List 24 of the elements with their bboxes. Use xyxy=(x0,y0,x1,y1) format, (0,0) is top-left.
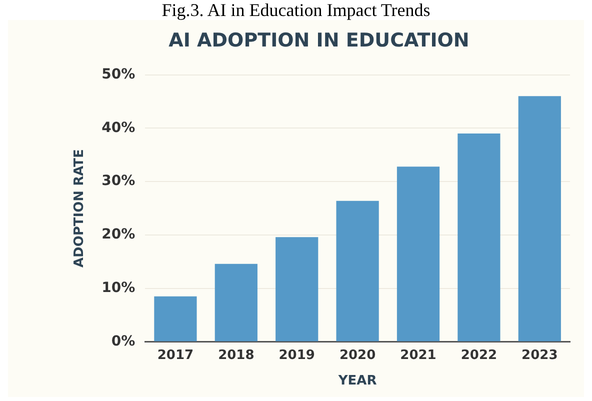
y-tick-label: 50% xyxy=(102,66,136,82)
caption: Fig.3. AI in Education Impact Trends xyxy=(160,0,432,20)
x-tick-label: 2017 xyxy=(157,348,194,363)
bar xyxy=(214,264,258,342)
x-tick-label: 2020 xyxy=(339,348,376,363)
chart-title: AI ADOPTION IN EDUCATION xyxy=(168,29,470,52)
y-tick-label: 10% xyxy=(102,280,136,296)
x-tick-label: 2018 xyxy=(218,348,254,363)
x-tick-label: 2019 xyxy=(278,348,315,363)
y-tick-label: 20% xyxy=(102,226,136,243)
x-axis-title: YEAR xyxy=(337,374,377,389)
bar xyxy=(518,96,561,342)
bar xyxy=(396,166,440,342)
x-tick-label: 2022 xyxy=(460,348,498,363)
y-tick-label: 0% xyxy=(111,333,136,350)
x-tick-label: 2023 xyxy=(522,348,558,363)
y-tick-label: 40% xyxy=(102,120,136,136)
y-axis-title: ADOPTION RATE xyxy=(72,149,88,268)
bar xyxy=(276,237,318,342)
bar xyxy=(336,200,379,342)
y-tick-label: 30% xyxy=(102,173,136,190)
bar xyxy=(154,296,197,342)
bar xyxy=(458,134,500,342)
x-tick-label: 2021 xyxy=(400,348,436,363)
